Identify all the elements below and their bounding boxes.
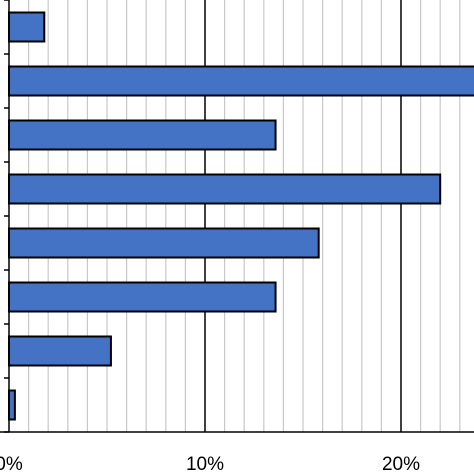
x-tick-label: 0% — [0, 454, 23, 474]
x-tick-label: 10% — [186, 454, 224, 474]
x-tick-label: 20% — [382, 454, 420, 474]
bar — [8, 65, 474, 97]
x-tick-labels: 0% 10% 20% — [0, 454, 420, 474]
bar — [8, 11, 46, 43]
bar — [8, 281, 277, 313]
bar — [8, 119, 277, 151]
bar — [8, 389, 16, 421]
bars-group — [8, 11, 474, 421]
bar — [8, 173, 442, 205]
x-tick-marks — [4, 0, 9, 433]
minor-gridlines — [28, 0, 461, 432]
bar — [8, 227, 320, 259]
bar — [8, 335, 112, 367]
